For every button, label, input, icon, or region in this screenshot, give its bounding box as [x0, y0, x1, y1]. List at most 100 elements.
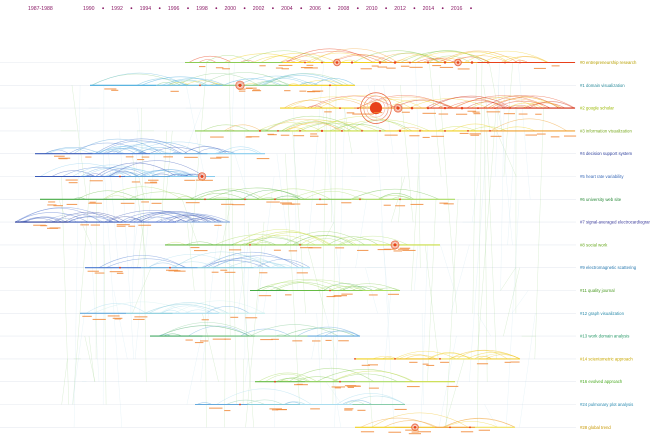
citation-arc: [332, 374, 398, 382]
cited-reference-node[interactable]: [444, 61, 446, 63]
cited-reference-node[interactable]: [444, 107, 446, 109]
cited-reference-node[interactable]: [329, 84, 331, 86]
reference-label: [312, 91, 323, 92]
cluster-label[interactable]: #28 global trend: [580, 425, 611, 430]
reference-label: [284, 90, 290, 91]
cited-reference-node[interactable]: [467, 130, 469, 132]
cited-reference-node[interactable]: [359, 198, 361, 200]
cited-reference-node[interactable]: [379, 61, 381, 63]
cited-reference-node[interactable]: [341, 130, 343, 132]
cited-reference-node[interactable]: [394, 358, 396, 360]
cited-reference-node[interactable]: [329, 290, 331, 292]
cited-reference-node[interactable]: [204, 198, 206, 200]
cited-reference-node[interactable]: [409, 62, 411, 64]
cited-reference-node[interactable]: [339, 107, 341, 109]
cited-reference-node[interactable]: [321, 130, 323, 132]
cited-reference-node[interactable]: [361, 130, 363, 132]
cited-reference-node[interactable]: [477, 107, 479, 109]
cited-reference-node[interactable]: [399, 130, 401, 132]
cluster-label[interactable]: #14 scientometric approach: [580, 356, 633, 361]
cited-reference-node[interactable]: [119, 176, 121, 178]
cited-reference-node[interactable]: [439, 358, 441, 360]
cited-reference-node[interactable]: [357, 107, 359, 109]
cluster-label[interactable]: #24 pulmonary plot analysis: [580, 402, 633, 407]
reference-label: [400, 248, 411, 249]
cluster-label[interactable]: #4 decision support system: [580, 151, 632, 156]
citation-arc: [214, 258, 283, 267]
reference-label: [469, 133, 481, 134]
cited-reference-node[interactable]: [249, 244, 251, 246]
cited-reference-node[interactable]: [394, 61, 397, 64]
cited-reference-node[interactable]: [449, 426, 451, 428]
cited-reference-node[interactable]: [244, 198, 246, 200]
cited-reference-node[interactable]: [119, 267, 121, 269]
cluster-label[interactable]: #11 quality journal: [580, 288, 615, 293]
cited-reference-node[interactable]: [427, 61, 429, 63]
cited-reference-node[interactable]: [427, 107, 429, 109]
cluster-label[interactable]: #9 electromagnetic scattering: [580, 265, 637, 270]
cited-reference-node[interactable]: [169, 267, 171, 269]
cited-reference-node[interactable]: [277, 130, 279, 132]
cluster-label[interactable]: #2 google scholar: [580, 106, 614, 111]
cross-cluster-link: [187, 222, 194, 290]
cited-reference-node[interactable]: [200, 175, 203, 178]
cluster-label[interactable]: #13 work domain analysis: [580, 334, 629, 339]
cited-reference-node[interactable]: [238, 84, 241, 87]
citation-arc: [189, 56, 232, 62]
cluster-label[interactable]: #6 university web site: [580, 197, 622, 202]
cited-reference-node[interactable]: [487, 61, 489, 63]
cited-reference-node[interactable]: [399, 198, 401, 200]
cross-cluster-link: [307, 245, 325, 313]
cited-reference-node[interactable]: [319, 198, 321, 200]
cited-reference-node[interactable]: [461, 107, 464, 110]
reference-label: [458, 68, 470, 69]
cited-reference-node[interactable]: [471, 61, 474, 64]
cited-reference-node[interactable]: [411, 107, 414, 110]
cited-reference-node[interactable]: [259, 130, 261, 132]
cited-reference-node[interactable]: [304, 62, 306, 64]
cluster-label[interactable]: #16 evolved approach: [580, 379, 623, 384]
cluster-label[interactable]: #8 social work: [580, 242, 608, 247]
reference-label: [344, 410, 352, 411]
cited-reference-node[interactable]: [509, 107, 511, 109]
cited-reference-node[interactable]: [274, 198, 276, 200]
cluster-label[interactable]: #1 domain visualization: [580, 83, 625, 88]
reference-label: [440, 362, 449, 363]
cluster-label[interactable]: #5 heart rate variability: [580, 174, 624, 179]
cited-reference-node[interactable]: [469, 426, 471, 428]
cited-reference-node[interactable]: [494, 107, 496, 109]
cluster-label[interactable]: #0 entrepreneurship research: [580, 60, 637, 65]
cited-reference-node[interactable]: [414, 426, 417, 429]
cited-reference-node[interactable]: [321, 62, 323, 64]
cited-reference-node[interactable]: [489, 130, 491, 132]
cited-reference-node[interactable]: [339, 381, 341, 383]
cited-reference-node[interactable]: [457, 61, 460, 64]
cited-reference-node[interactable]: [504, 62, 506, 64]
cited-reference-node[interactable]: [351, 61, 353, 63]
cited-reference-node[interactable]: [336, 61, 339, 64]
cross-cluster-link: [187, 336, 202, 404]
cited-reference-node[interactable]: [393, 243, 396, 246]
cited-reference-node[interactable]: [299, 130, 301, 132]
cluster-label[interactable]: #7 signal-averaged electrocardiogram: [580, 220, 650, 225]
cited-reference-node[interactable]: [274, 381, 276, 383]
cited-reference-node[interactable]: [354, 358, 356, 360]
cited-reference-node[interactable]: [519, 62, 521, 64]
cited-reference-node[interactable]: [444, 130, 446, 132]
cited-reference-node[interactable]: [396, 107, 399, 110]
cited-reference-node[interactable]: [239, 404, 241, 406]
cited-reference-node[interactable]: [419, 130, 421, 132]
citation-arc: [371, 413, 468, 427]
cited-reference-node[interactable]: [199, 84, 201, 86]
cross-cluster-link: [503, 268, 519, 336]
cluster-label[interactable]: #12 graph visualization: [580, 311, 625, 316]
reference-label: [200, 340, 208, 341]
cited-reference-node[interactable]: [299, 244, 301, 246]
reference-label: [394, 250, 403, 251]
cited-reference-node[interactable]: [379, 130, 381, 132]
reference-label: [58, 158, 70, 159]
cluster-label[interactable]: #3 information visualization: [580, 128, 632, 133]
reference-label: [245, 317, 257, 318]
